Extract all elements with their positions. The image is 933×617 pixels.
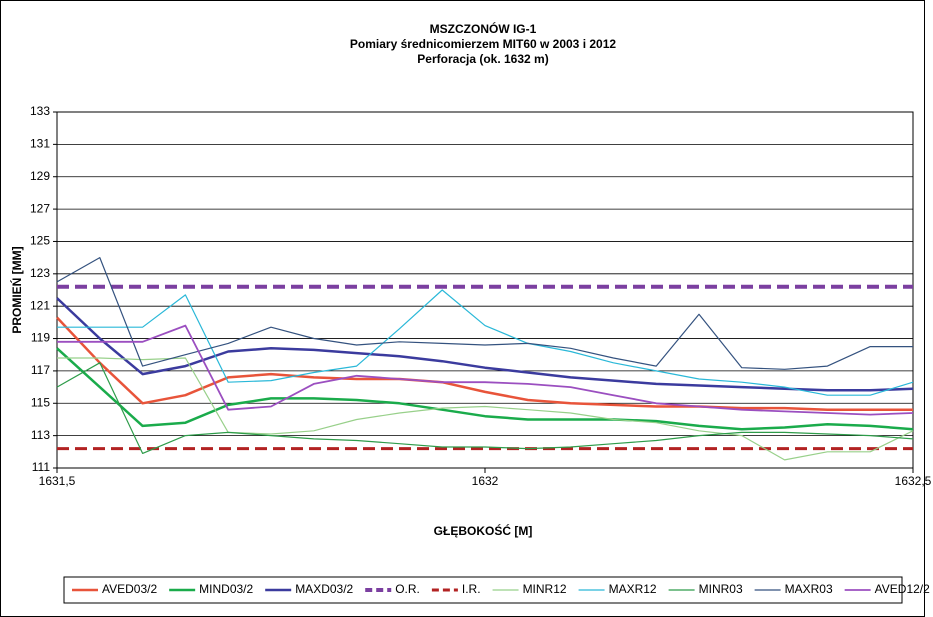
legend-label: MAXD03/2 xyxy=(295,582,353,596)
y-tick-label: 123 xyxy=(30,266,50,280)
chart-title: MSZCZONÓW IG-1 xyxy=(430,21,537,36)
chart-subtitle: Perforacja (ok. 1632 m) xyxy=(417,52,548,66)
legend-label: AVED12/2 xyxy=(875,582,930,596)
series-line xyxy=(57,289,914,396)
y-tick-label: 121 xyxy=(30,298,50,312)
y-tick-label: 117 xyxy=(31,363,50,377)
series-line xyxy=(56,347,914,431)
series-line xyxy=(57,357,914,461)
series-line xyxy=(57,324,914,416)
legend-label: MIND03/2 xyxy=(199,582,253,596)
y-tick-label: 115 xyxy=(31,395,50,409)
x-tick-label: 1632,5 xyxy=(895,474,932,488)
series-line xyxy=(56,316,913,411)
series-line xyxy=(56,362,914,454)
y-tick-label: 111 xyxy=(32,460,51,474)
x-axis-title: GŁĘBOKOŚĆ [M] xyxy=(434,523,533,538)
legend-label: MAXR03 xyxy=(785,582,833,596)
y-tick-label: 131 xyxy=(30,137,50,151)
y-tick-label: 127 xyxy=(30,201,50,215)
y-tick-label: 113 xyxy=(31,428,50,442)
y-tick-label: 119 xyxy=(31,331,50,345)
legend-label: I.R. xyxy=(462,582,481,596)
legend-label: MINR12 xyxy=(523,582,567,596)
y-tick-label: 129 xyxy=(30,169,50,183)
y-tick-label: 125 xyxy=(30,234,50,248)
legend-label: MAXR12 xyxy=(609,582,657,596)
y-tick-label: 133 xyxy=(30,104,50,118)
x-tick-label: 1631,5 xyxy=(39,474,76,488)
plot-border xyxy=(56,111,914,469)
chart-subtitle: Pomiary średnicomierzem MIT60 w 2003 i 2… xyxy=(350,37,616,51)
y-axis-title: PROMIEŃ [MM] xyxy=(9,246,24,333)
series-line xyxy=(56,297,914,392)
x-tick-label: 1632 xyxy=(472,474,499,488)
legend-label: AVED03/2 xyxy=(102,582,157,596)
legend-label: O.R. xyxy=(395,582,420,596)
legend-label: MINR03 xyxy=(699,582,743,596)
series-line xyxy=(56,257,913,370)
